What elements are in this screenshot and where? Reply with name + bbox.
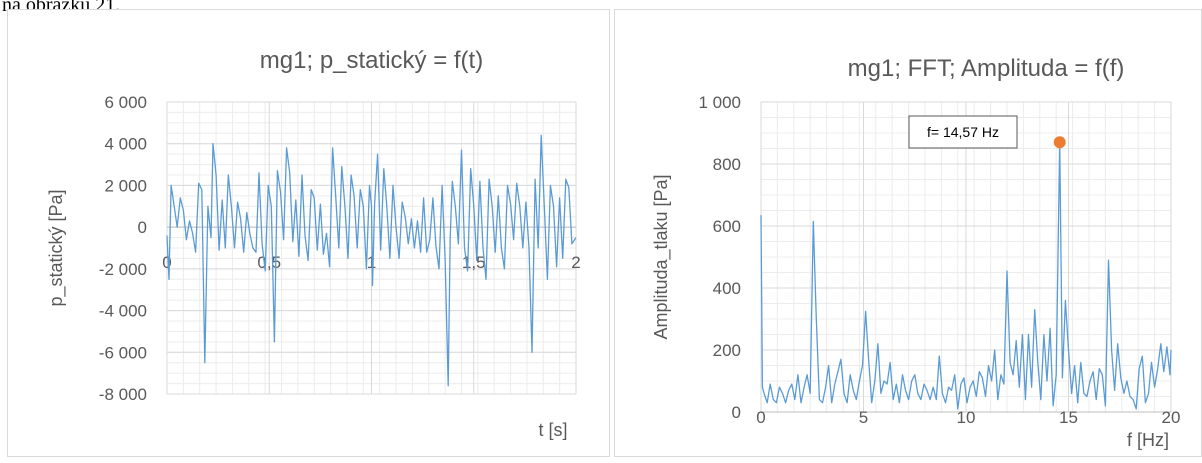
y-axis-title: Amplituda_tlaku [Pa] bbox=[651, 174, 672, 339]
chart-fft-amplitude: mg1; FFT; Amplituda = f(f)02004006008001… bbox=[651, 55, 1181, 450]
x-tick-label: 0 bbox=[162, 253, 171, 272]
peak-marker bbox=[1053, 136, 1066, 149]
chart-frame-static-pressure: mg1; p_statický = f(t) 6 000 4 000 2 000 0 -2… bbox=[7, 9, 610, 457]
x-tick-label: 0,5 bbox=[257, 253, 281, 272]
x-tick-label: 1 bbox=[367, 253, 376, 272]
annotation-label: f= 14,57 Hz bbox=[927, 124, 999, 140]
x-tick-label: 5 bbox=[859, 408, 868, 427]
y-tick-label: 0 bbox=[732, 403, 741, 422]
y-tick-label: 200 bbox=[713, 341, 741, 360]
x-tick-label: 0 bbox=[756, 408, 765, 427]
series-line bbox=[760, 141, 1172, 410]
y-tick-label: 600 bbox=[713, 217, 741, 236]
x-tick-label: 2 bbox=[571, 253, 580, 272]
y-axis-title: p_statický [Pa] bbox=[46, 189, 67, 306]
annotation-box bbox=[908, 115, 1018, 149]
chart-frame-fft: mg1; FFT; Amplituda = f(f) 0 200 400 600 800 1… bbox=[614, 9, 1202, 457]
x-axis-title: t [s] bbox=[538, 420, 567, 440]
x-axis-title: f [Hz] bbox=[1127, 430, 1169, 450]
x-tick-label: 15 bbox=[1059, 408, 1078, 427]
y-tick-label: 0 bbox=[138, 218, 147, 237]
x-tick-label: 20 bbox=[1162, 408, 1181, 427]
y-tick-label: 4 000 bbox=[104, 135, 147, 154]
y-tick-label: 400 bbox=[713, 279, 741, 298]
y-tick-label: -8 000 bbox=[99, 385, 147, 404]
series-line bbox=[166, 134, 577, 387]
chart-static-pressure: mg1; p_statický = f(t) 6 000 4 000 2 000 0 -2… bbox=[46, 47, 581, 440]
y-tick-label: 800 bbox=[713, 155, 741, 174]
chart-title: mg1; FFT; Amplituda = f(f) bbox=[848, 55, 1125, 82]
chart-title: mg1; p_statický = f(t) bbox=[260, 47, 483, 74]
x-tick-label: 10 bbox=[957, 408, 976, 427]
y-tick-label: -6 000 bbox=[99, 343, 147, 362]
y-tick-label: -2 000 bbox=[99, 260, 147, 279]
y-tick-label: 2 000 bbox=[104, 176, 147, 195]
y-tick-label: -4 000 bbox=[99, 302, 147, 321]
y-tick-label: 1 000 bbox=[698, 93, 741, 112]
y-tick-label: 6 000 bbox=[104, 93, 147, 112]
